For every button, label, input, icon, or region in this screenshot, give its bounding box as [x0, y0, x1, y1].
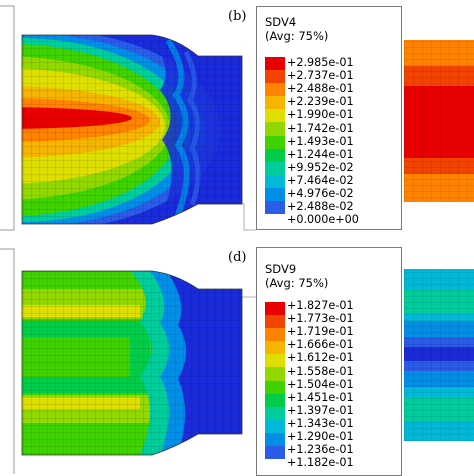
- legend-swatch: [265, 201, 285, 215]
- legend-swatch: [265, 109, 285, 123]
- legend-sdv9: SDV9 (Avg: 75%) +1.827e-01 +1.773e-01 +1.7…: [256, 247, 402, 476]
- legend-subtitle: (Avg: 75%): [265, 29, 329, 43]
- panel-d: (d) SDV9 (Avg: 75%) +1.827e-01 +1.773e-01…: [0, 237, 474, 476]
- left-frame-d: [0, 248, 15, 474]
- legend-title: SDV9: [265, 262, 297, 276]
- legend-value: +0.000e+00: [287, 213, 359, 227]
- legend-swatch: [265, 380, 285, 394]
- legend-value: +1.451e-01: [287, 390, 354, 404]
- legend-swatch: [265, 187, 285, 202]
- legend-value: +1.236e-01: [287, 443, 354, 457]
- legend-value: +2.985e-01: [287, 56, 354, 69]
- legend-swatch: [265, 432, 285, 447]
- deformed-mesh-d: [22, 271, 242, 455]
- legend-value: +1.504e-01: [287, 377, 354, 391]
- legend-value: +1.290e-01: [287, 430, 354, 443]
- legend-swatch: [265, 57, 285, 71]
- cross-section-b: [404, 40, 474, 202]
- legend-swatch: [265, 328, 285, 342]
- legend-value: +2.488e-01: [287, 82, 354, 96]
- legend-value: +1.827e-01: [287, 299, 354, 312]
- legend-value: +1.773e-01: [287, 312, 354, 326]
- legend-swatch: [265, 161, 285, 175]
- legend-swatch: [265, 174, 285, 188]
- legend-value: +1.666e-01: [287, 338, 354, 352]
- legend-swatch: [265, 367, 285, 381]
- legend-swatch: [265, 315, 285, 329]
- legend-value: +2.239e-01: [287, 95, 354, 109]
- legend-swatch: [265, 393, 285, 407]
- cross-section-d: [404, 269, 474, 441]
- legend-value: +1.244e-01: [287, 147, 354, 161]
- contour-plot-sdv9: [0, 248, 474, 474]
- legend-value: +1.397e-01: [287, 403, 354, 417]
- legend-swatch: [265, 148, 285, 162]
- legend-swatch: [265, 70, 285, 84]
- panel-b: (b) SDV4 (Avg: 75%) +2.985e-01 +2.737e-01…: [0, 0, 474, 237]
- legend-value: +1.343e-01: [287, 416, 354, 430]
- legend-subtitle: (Avg: 75%): [265, 276, 329, 290]
- legend-title: SDV4: [265, 15, 297, 29]
- deformed-mesh-b: [22, 35, 242, 224]
- legend-swatch: [265, 419, 285, 433]
- legend-swatch: [265, 122, 285, 136]
- panel-label-b: (b): [226, 9, 249, 24]
- legend-swatch: [265, 354, 285, 368]
- contour-plot-sdv4: [0, 5, 474, 231]
- legend-swatch: [265, 96, 285, 110]
- legend-value: +1.493e-01: [287, 134, 354, 148]
- legend-sdv4: SDV4 (Avg: 75%) +2.985e-01 +2.737e-01 +2.4…: [256, 6, 402, 230]
- legend-value: +1.558e-01: [287, 364, 354, 378]
- left-frame-b: [0, 5, 15, 231]
- legend-swatch: [265, 83, 285, 97]
- legend-value: +2.737e-01: [287, 69, 354, 83]
- legend-value: +1.742e-01: [287, 121, 354, 135]
- legend-swatch: [265, 341, 285, 355]
- panel-label-d: (d): [226, 250, 249, 265]
- legend-value: +7.464e-02: [287, 173, 354, 187]
- legend-swatch: [265, 302, 285, 316]
- legend-value: +1.182e-01: [287, 456, 354, 470]
- legend-swatch: [265, 135, 285, 149]
- legend-color-bar: [265, 302, 285, 460]
- legend-value: +4.976e-02: [287, 187, 354, 200]
- legend-value: +1.719e-01: [287, 325, 354, 339]
- legend-color-bar: [265, 57, 285, 215]
- legend-value: +1.990e-01: [287, 108, 354, 122]
- legend-swatch: [265, 446, 285, 460]
- legend-swatch: [265, 406, 285, 420]
- legend-value: +9.952e-02: [287, 160, 354, 174]
- legend-value: +2.488e-02: [287, 200, 354, 214]
- legend-value: +1.612e-01: [287, 351, 354, 365]
